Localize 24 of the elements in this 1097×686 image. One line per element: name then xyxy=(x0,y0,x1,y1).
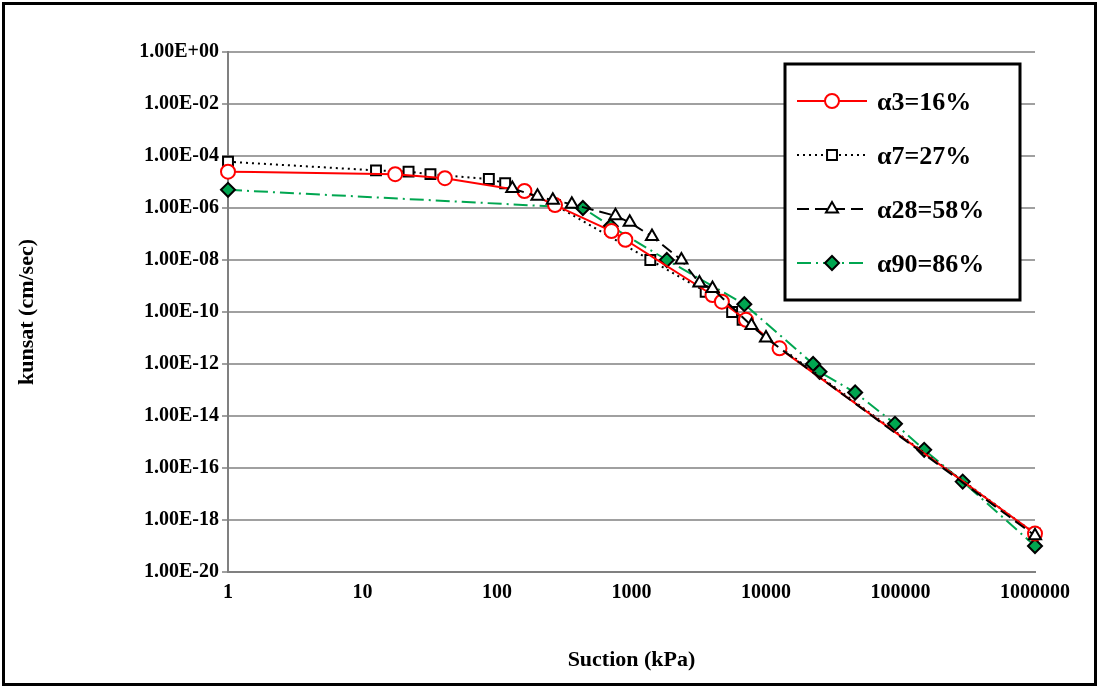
x-axis-title: Suction (kPa) xyxy=(567,646,696,672)
legend-label: α7=27% xyxy=(877,140,972,170)
y-tick-label: 1.00E-12 xyxy=(144,351,219,374)
x-tick-label: 1000000 xyxy=(1000,580,1070,603)
y-tick-label: 1.00E-06 xyxy=(144,195,219,218)
legend-label: α3=16% xyxy=(877,86,972,116)
legend-label: α90=86% xyxy=(877,248,985,278)
x-tick-label: 1 xyxy=(223,580,233,603)
y-tick-label: 1.00E-18 xyxy=(144,507,219,530)
x-tick-label: 100000 xyxy=(870,580,931,603)
y-tick-label: 1.00E-14 xyxy=(144,403,219,426)
y-tick-label: 1.00E-20 xyxy=(144,559,219,582)
x-tick-label: 100 xyxy=(482,580,512,603)
y-tick-label: 1.00E-02 xyxy=(144,91,219,114)
legend-label: α28=58% xyxy=(877,194,985,224)
x-tick-label: 1000 xyxy=(611,580,652,603)
x-tick-label: 10 xyxy=(352,580,373,603)
y-tick-label: 1.00E-16 xyxy=(144,455,219,478)
y-axis-title: kunsat (cm/sec) xyxy=(12,238,38,386)
y-tick-label: 1.00E-04 xyxy=(144,143,219,166)
y-tick-label: 1.00E-10 xyxy=(144,299,219,322)
y-tick-label: 1.00E-08 xyxy=(144,247,219,270)
x-tick-label: 10000 xyxy=(741,580,791,603)
y-tick-label: 1.00E+00 xyxy=(139,39,219,62)
